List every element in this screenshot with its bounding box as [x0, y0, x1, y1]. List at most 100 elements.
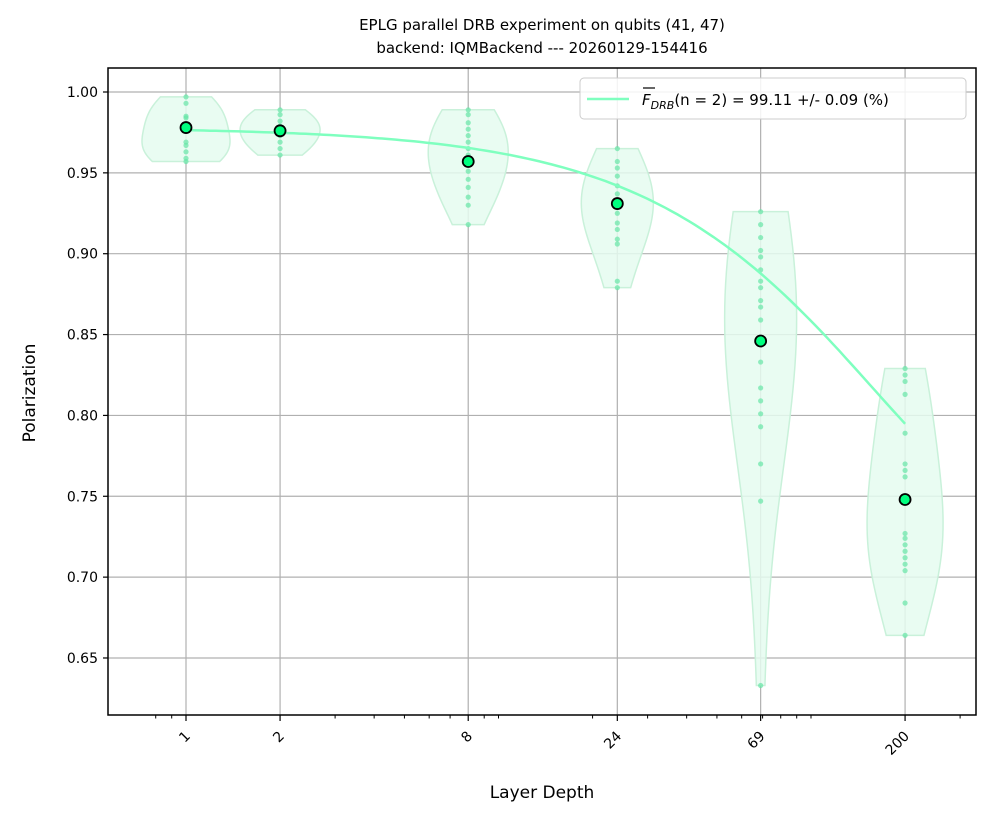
mean-markers	[179, 121, 912, 506]
violin-plots	[141, 96, 944, 687]
sample-points	[183, 94, 908, 689]
sample-point	[465, 168, 471, 174]
sample-point	[758, 359, 764, 365]
sample-point	[758, 317, 764, 323]
sample-point	[614, 278, 620, 284]
sample-point	[465, 107, 471, 113]
sample-point	[902, 365, 908, 372]
legend-value-text: (n = 2) = 99.11 +/- 0.09 (%)	[674, 91, 889, 109]
sample-point	[277, 145, 283, 152]
sample-point	[614, 210, 620, 216]
sample-point	[902, 600, 908, 606]
legend: FDRB(n = 2) = 99.11 +/- 0.09 (%)	[579, 77, 967, 120]
sample-point	[183, 149, 189, 155]
y-tick-label: 0.85	[67, 328, 98, 344]
x-axis-label: Layer Depth	[490, 783, 595, 803]
sample-point	[614, 165, 620, 171]
sample-point	[465, 126, 471, 132]
sample-point	[614, 158, 620, 165]
y-tick-label: 0.65	[67, 651, 98, 667]
sample-point	[902, 568, 908, 574]
legend-f-symbol: F	[642, 91, 651, 109]
sample-point	[758, 209, 764, 215]
sample-point	[183, 158, 189, 165]
sample-point	[277, 152, 283, 158]
x-tick-label: 200	[883, 729, 913, 759]
sample-point	[758, 682, 764, 689]
sample-point	[465, 194, 471, 200]
y-axis: 0.65 0.70 0.75 0.80 0.85 0.90 0.95 1.00	[67, 85, 108, 667]
x-tick-label: 2	[270, 729, 288, 747]
x-tick-label: 1	[176, 729, 194, 747]
sample-point	[614, 236, 620, 242]
y-tick-label: 0.95	[67, 166, 98, 182]
sample-point	[758, 234, 764, 241]
grid-lines	[108, 68, 976, 715]
sample-point	[614, 173, 620, 179]
chart-subtitle: backend: IQMBackend --- 20260129-154416	[376, 39, 707, 57]
x-axis: 1 2 8 24 69 200	[155, 715, 961, 759]
sample-point	[277, 112, 283, 118]
sample-point	[614, 220, 620, 226]
sample-point	[183, 94, 189, 100]
sample-point	[902, 430, 908, 436]
sample-point	[902, 467, 908, 474]
y-tick-label: 0.90	[67, 247, 98, 263]
legend-box	[579, 77, 967, 120]
sample-point	[902, 474, 908, 480]
sample-point	[183, 115, 189, 121]
mean-marker	[179, 121, 193, 134]
sample-point	[902, 535, 908, 541]
mean-marker	[898, 493, 912, 506]
sample-point	[902, 555, 908, 561]
sample-point	[277, 139, 283, 145]
sample-point	[758, 461, 764, 467]
sample-point	[465, 184, 471, 191]
legend-label: FDRB(n = 2) = 99.11 +/- 0.09 (%)	[642, 91, 889, 112]
sample-point	[614, 145, 620, 152]
mean-marker	[461, 155, 475, 168]
sample-point	[758, 398, 764, 404]
sample-point	[902, 391, 908, 397]
sample-point	[465, 176, 471, 182]
sample-point	[614, 241, 620, 247]
sample-point	[902, 461, 908, 467]
sample-point	[465, 120, 471, 126]
sample-point	[758, 411, 764, 417]
x-tick-label: 8	[458, 729, 476, 747]
sample-point	[758, 304, 764, 310]
sample-point	[465, 139, 471, 145]
y-tick-label: 0.70	[67, 570, 98, 586]
y-axis-label: Polarization	[20, 344, 40, 443]
y-tick-label: 1.00	[67, 85, 98, 101]
y-tick-label: 0.80	[67, 408, 98, 424]
sample-point	[758, 424, 764, 430]
sample-point	[277, 107, 283, 113]
sample-point	[614, 226, 620, 233]
sample-point	[758, 222, 764, 228]
sample-point	[614, 191, 620, 197]
sample-point	[902, 542, 908, 548]
violin-69	[723, 210, 798, 687]
sample-point	[902, 548, 908, 554]
sample-point	[758, 278, 764, 284]
sample-point	[465, 133, 471, 139]
plot-frame	[107, 67, 977, 716]
sample-point	[614, 285, 620, 291]
x-tick-label: 24	[601, 728, 625, 752]
fit-curve	[185, 128, 907, 425]
sample-point	[183, 100, 189, 106]
sample-point	[902, 372, 908, 378]
sample-point	[183, 142, 189, 148]
chart-title: EPLG parallel DRB experiment on qubits (…	[359, 16, 725, 34]
sample-point	[465, 112, 471, 118]
sample-point	[902, 632, 908, 638]
sample-point	[902, 561, 908, 567]
sample-point	[902, 530, 908, 537]
sample-point	[465, 202, 471, 208]
sample-point	[758, 285, 764, 291]
sample-point	[758, 298, 764, 304]
sample-point	[758, 385, 764, 391]
violin-24	[580, 147, 655, 289]
